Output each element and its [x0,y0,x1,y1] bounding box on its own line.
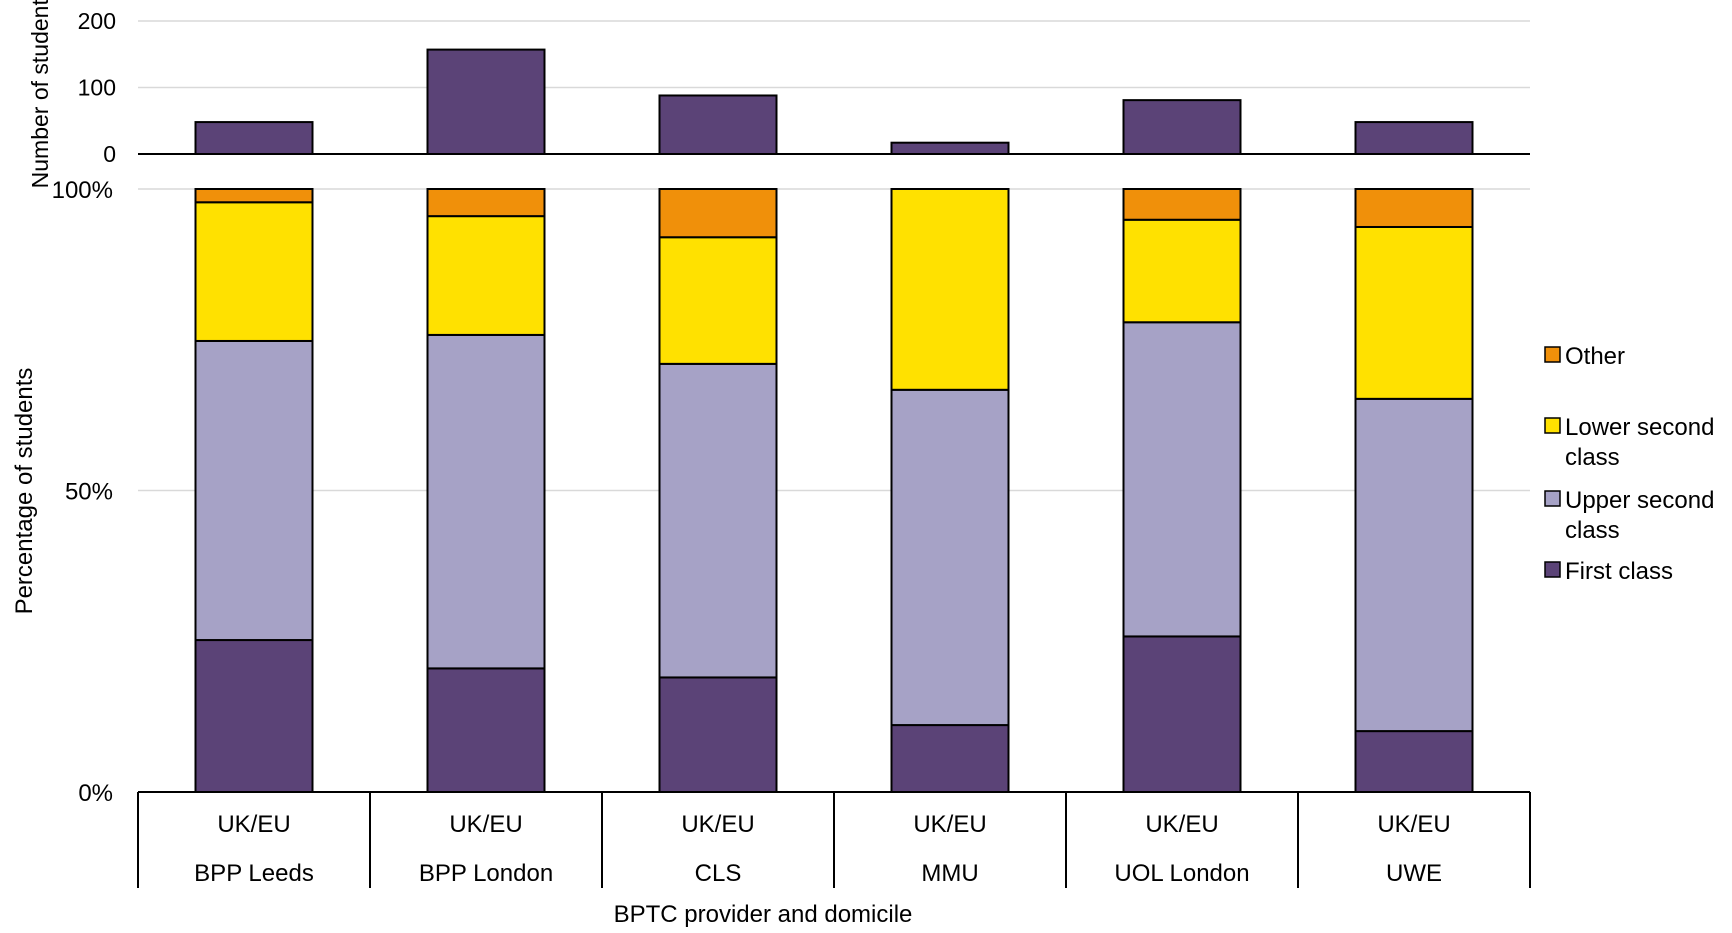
x-domicile-label: UK/EU [1145,811,1218,838]
stacked-bar-segment-other [658,188,778,239]
bottom-y-tick-label: 100% [52,177,113,204]
stacked-bar-segment-upper-second-class [890,388,1010,727]
bottom-y-tick-label: 50% [65,479,113,506]
bottom-y-axis-label: Percentage of students [11,368,38,615]
legend: Other Lower second class Upper second class F… [1544,343,1714,585]
top-bar-bpp-leeds [194,121,314,156]
stacked-bar-segment-first-class [1354,730,1474,793]
x-provider-label: CLS [695,860,742,887]
x-provider-label: UOL London [1114,860,1249,887]
x-domicile-label: UK/EU [681,811,754,838]
top-bar-cls [658,94,778,156]
legend-label: class [1565,517,1620,544]
top-panel-gridlines [138,20,1530,89]
stacked-bar-segment-upper-second-class [1122,321,1242,638]
top-y-tick-label: 200 [78,8,116,34]
x-domicile-label: UK/EU [449,811,522,838]
x-domicile-label: UK/EU [217,811,290,838]
x-provider-label: UWE [1386,860,1442,887]
stacked-bar-segment-first-class [890,724,1010,794]
top-y-tick-label: 100 [78,75,116,101]
x-provider-label: MMU [921,860,978,887]
stacked-bar-segment-other [426,188,546,218]
x-provider-label: BPP Leeds [194,860,314,887]
stacked-bar-segment-upper-second-class [658,362,778,679]
x-provider-label: BPP London [419,860,553,887]
stacked-bar-segment-upper-second-class [1354,397,1474,733]
stacked-bar-segment-first-class [426,667,546,794]
legend-label: Other [1565,343,1625,370]
stacked-bar-segment-other [1354,188,1474,228]
legend-label: First class [1565,558,1673,585]
top-bar-uol-london [1122,99,1242,156]
legend-swatch-upper-second-class [1544,490,1561,507]
top-bar-bpp-london [426,48,546,155]
x-category-labels: UK/EU BPP Leeds UK/EU BPP London UK/EU CLS UK/… [194,811,1451,887]
stacked-bar-segment-lower-second-class [194,201,314,342]
axes [137,153,1531,888]
stacked-bar-segment-first-class [658,676,778,793]
legend-swatch-first-class [1544,561,1561,578]
x-axis-title: BPTC provider and domicile [614,901,913,928]
bottom-panel-gridlines [138,188,1530,492]
stacked-bar-segment-lower-second-class [658,236,778,365]
top-y-axis-label: Number of students [27,0,53,188]
stacked-bar-segment-first-class [194,639,314,793]
top-bar-uwe [1354,121,1474,156]
bottom-panel-bars [194,188,1474,794]
top-panel-tick-labels: 0 100 200 [78,8,116,167]
top-panel-bars [194,48,1474,156]
stacked-bar-segment-lower-second-class [1354,225,1474,400]
stacked-bar-segment-lower-second-class [1122,218,1242,324]
stacked-bar-segment-upper-second-class [194,339,314,642]
legend-swatch-other [1544,346,1561,363]
stacked-bar-segment-other [194,188,314,204]
stacked-bar-segment-lower-second-class [890,188,1010,391]
legend-swatch-lower-second-class [1544,417,1561,434]
bottom-panel-tick-labels: 0% 50% 100% [52,177,113,807]
stacked-bar-segment-lower-second-class [426,215,546,336]
x-domicile-label: UK/EU [913,811,986,838]
top-y-tick-label: 0 [103,141,116,167]
stacked-bar-segment-first-class [1122,635,1242,794]
legend-label: Upper second [1565,487,1714,514]
top-bar-mmu [890,141,1010,156]
stacked-bar-segment-upper-second-class [426,333,546,670]
x-domicile-label: UK/EU [1377,811,1450,838]
legend-label: Lower second [1565,414,1714,441]
legend-label: class [1565,444,1620,471]
stacked-bar-segment-other [1122,188,1242,221]
bottom-y-tick-label: 0% [78,780,113,807]
